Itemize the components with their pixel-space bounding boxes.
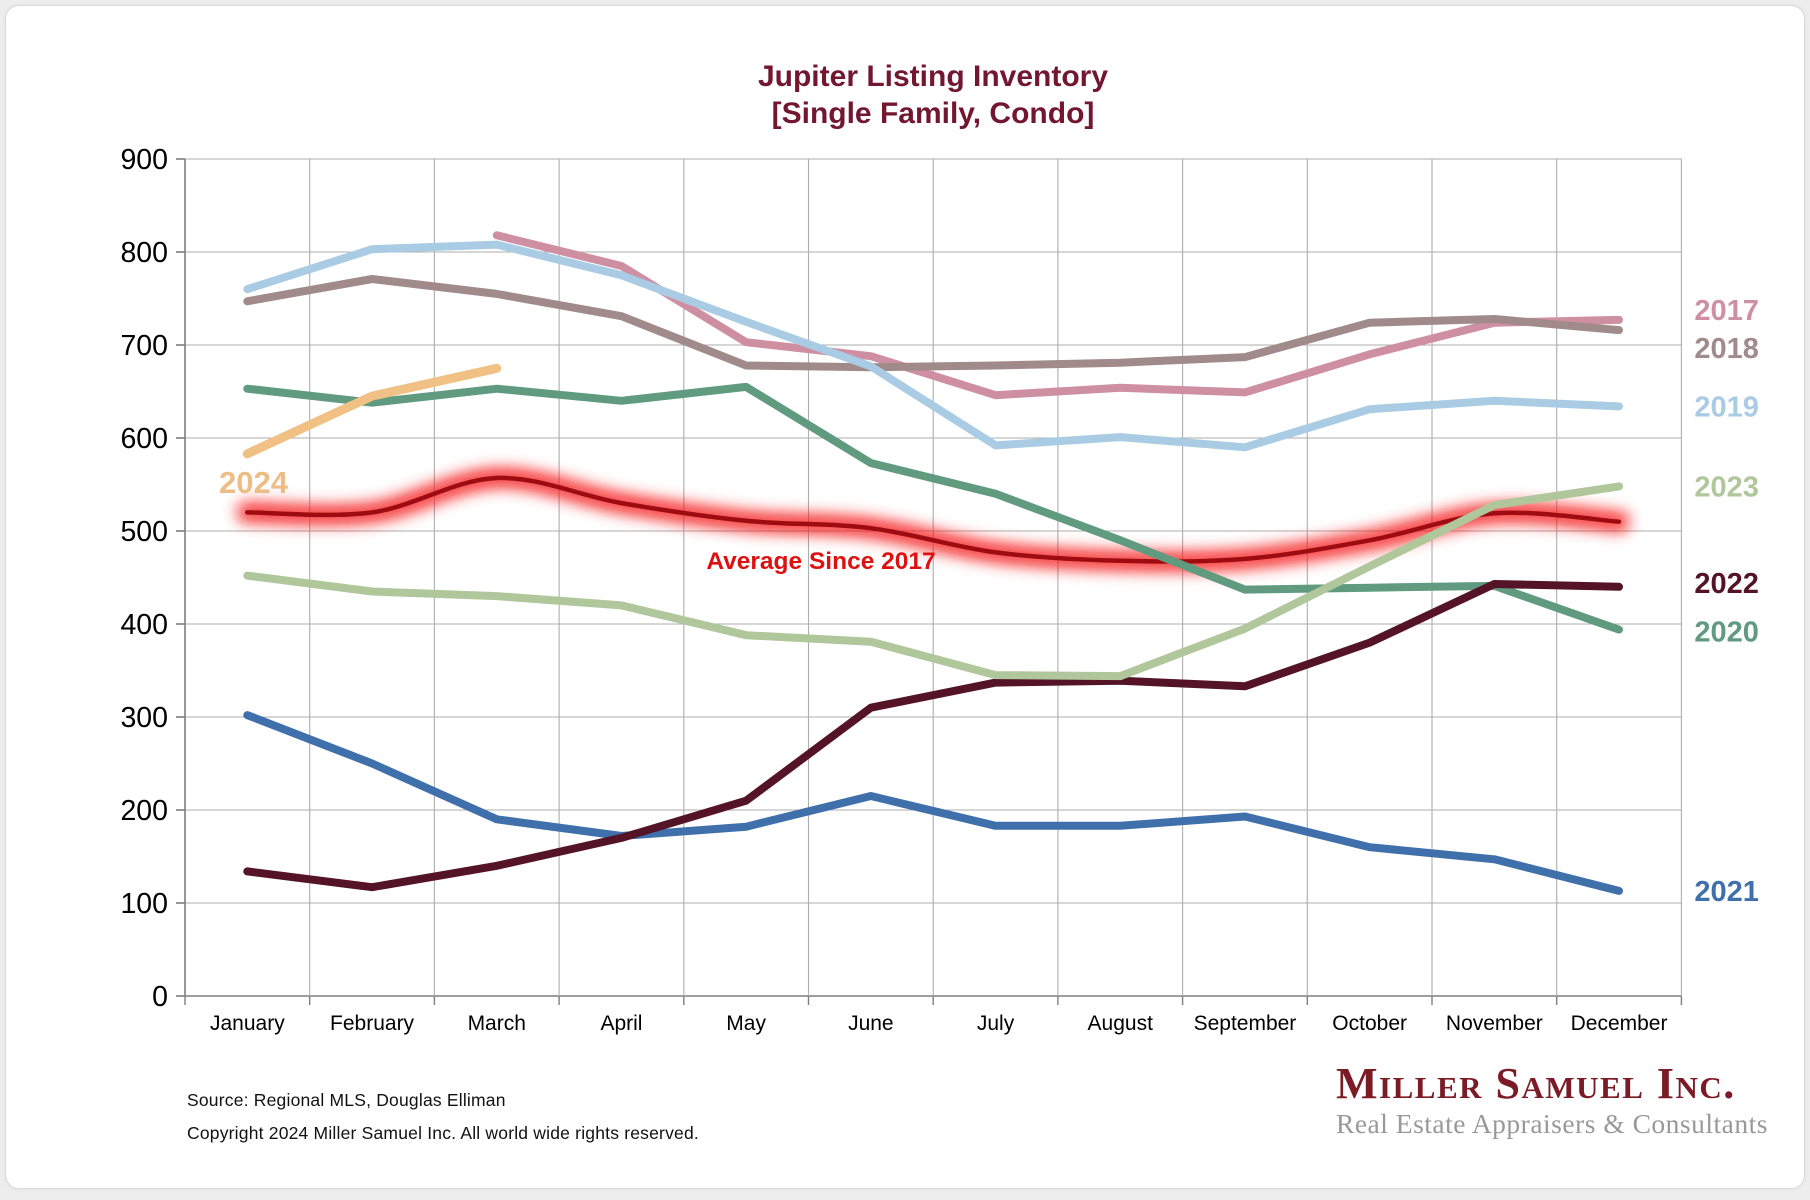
year-label-2022: 2022 <box>1694 568 1759 600</box>
average-line-label: Average Since 2017 <box>706 548 935 575</box>
chart-title-line1: Jupiter Listing Inventory <box>757 60 1109 93</box>
year-label-2023: 2023 <box>1694 471 1759 503</box>
month-label-March: March <box>468 1012 526 1035</box>
y-tick-label-600: 600 <box>120 423 168 455</box>
year-label-2017: 2017 <box>1694 295 1759 327</box>
series-line-2023 <box>243 482 1623 681</box>
series-line-2018 <box>243 275 1623 372</box>
month-label-October: October <box>1332 1012 1407 1035</box>
y-tick-label-200: 200 <box>120 795 168 827</box>
chart-canvas: 900 800 700 600 500 400 300 200 100 0 January Febru… <box>120 144 1759 1035</box>
source-text: Source: Regional MLS, Douglas Elliman <box>187 1090 506 1110</box>
month-label-September: September <box>1194 1012 1297 1035</box>
year-label-2020: 2020 <box>1694 617 1759 649</box>
year-label-2019: 2019 <box>1694 391 1759 423</box>
month-label-August: August <box>1088 1012 1154 1035</box>
series-line-2019 <box>243 240 1623 452</box>
chart-title-line2: [Single Family, Condo] <box>771 97 1095 130</box>
month-label-July: July <box>977 1012 1015 1035</box>
series-line-2022 <box>243 580 1623 892</box>
series-line-avg <box>245 475 1622 564</box>
month-label-June: June <box>848 1012 894 1035</box>
month-label-February: February <box>330 1012 415 1035</box>
series-line-2024 <box>242 363 502 459</box>
logo-tagline: Real Estate Appraisers & Consultants <box>1336 1108 1768 1139</box>
logo-name: Miller Samuel Inc. <box>1336 1059 1736 1108</box>
y-tick-label-900: 900 <box>120 144 168 176</box>
month-label-April: April <box>600 1012 642 1035</box>
year-label-2018: 2018 <box>1694 333 1759 365</box>
y-tick-label-0: 0 <box>152 981 168 1013</box>
year-label-2024: 2024 <box>219 465 289 500</box>
series-line-2017 <box>492 231 1623 400</box>
chart-title: Jupiter Listing Inventory [Single Family… <box>185 58 1681 132</box>
y-tick-label-700: 700 <box>120 330 168 362</box>
series-line-2020 <box>243 382 1623 634</box>
month-label-January: January <box>210 1012 285 1035</box>
month-label-December: December <box>1571 1012 1668 1035</box>
month-label-May: May <box>726 1012 766 1035</box>
chart-card: Jupiter Listing Inventory [Single Family… <box>5 5 1805 1189</box>
y-tick-label-500: 500 <box>120 516 168 548</box>
y-tick-label-300: 300 <box>120 702 168 734</box>
year-label-2021: 2021 <box>1694 876 1759 908</box>
series-line-2021 <box>243 711 1623 895</box>
copyright-text: Copyright 2024 Miller Samuel Inc. All wo… <box>187 1123 699 1143</box>
y-tick-label-100: 100 <box>120 888 168 920</box>
y-tick-label-800: 800 <box>120 237 168 269</box>
y-tick-label-400: 400 <box>120 609 168 641</box>
company-logo: Miller Samuel Inc. Real Estate Appraiser… <box>1336 1062 1798 1140</box>
month-label-November: November <box>1446 1012 1543 1035</box>
